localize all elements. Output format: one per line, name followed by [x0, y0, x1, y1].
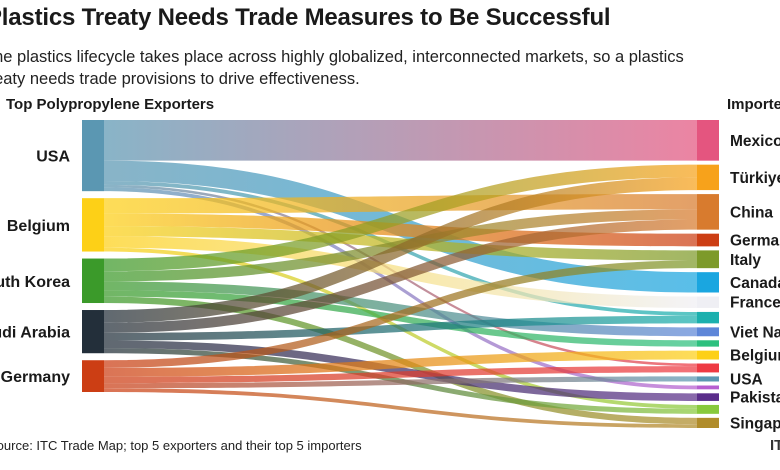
- importer-label-mexico: Mexico: [730, 133, 780, 150]
- exporter-label-belgium: Belgium: [7, 218, 70, 235]
- importer-node-9: [697, 340, 719, 347]
- flow-saudi-arabia-to-importer-2: [104, 219, 697, 333]
- importer-label-france: France: [730, 295, 780, 312]
- importer-node-1: [697, 164, 719, 191]
- importer-label-pakistan: Pakistan: [730, 390, 780, 407]
- importer-node-0: [697, 120, 719, 161]
- importer-label-singapore: Singapore: [730, 415, 780, 432]
- flow-germany-to-importer-10: [104, 350, 697, 377]
- importer-node-2: [697, 194, 719, 230]
- flow-south-korea-to-importer-1: [104, 164, 697, 272]
- exporter-node-south-korea: [82, 258, 104, 304]
- flow-south-korea-to-importer-9: [104, 290, 697, 347]
- importer-label-t-rkiye: Türkiye: [730, 170, 780, 187]
- exporter-node-saudi-arabia: [82, 310, 104, 354]
- flow-germany-to-importer-11: [104, 366, 697, 384]
- flow-saudi-arabia-to-importer-14: [104, 340, 697, 401]
- flow-usa-to-importer-0: [104, 120, 697, 161]
- importer-node-13: [697, 385, 719, 390]
- importer-node-7: [697, 311, 719, 324]
- exporter-node-belgium: [82, 198, 104, 252]
- importer-node-14: [697, 393, 719, 401]
- exporter-label-germany: Germany: [1, 369, 70, 386]
- exporters-heading: Top Polypropylene Exporters: [6, 96, 215, 113]
- exporter-node-germany: [82, 360, 104, 392]
- flow-saudi-arabia-to-importer-7: [104, 315, 697, 341]
- importer-node-6: [697, 296, 719, 308]
- importer-node-5: [697, 272, 719, 293]
- importer-node-4: [697, 250, 719, 269]
- flow-germany-to-importer-4: [104, 260, 697, 368]
- subtitle: The plastics lifecycle takes place acros…: [0, 46, 780, 90]
- flow-germany-to-importer-16: [104, 388, 697, 428]
- flow-saudi-arabia-to-importer-1: [104, 177, 697, 323]
- importer-node-12: [697, 376, 719, 382]
- importer-node-8: [697, 327, 719, 337]
- flow-germany-to-importer-12: [104, 376, 697, 389]
- importer-label-china: China: [730, 204, 773, 221]
- page-title: Plastics Treaty Needs Trade Measures to …: [0, 4, 611, 31]
- importer-label-viet-nam: Viet Nam: [730, 324, 780, 341]
- importer-node-3: [697, 233, 719, 247]
- exporter-label-saudi-arabia: Saudi Arabia: [0, 325, 70, 342]
- importer-label-canada: Canada: [730, 275, 780, 292]
- importer-node-16: [697, 417, 719, 428]
- subtitle-line-1: The plastics lifecycle takes place acros…: [0, 48, 684, 66]
- sankey-links: [104, 120, 697, 428]
- subtitle-line-2: treaty needs trade provisions to drive e…: [0, 70, 360, 88]
- exporter-label-usa: USA: [36, 149, 70, 166]
- importer-node-11: [697, 363, 719, 373]
- importer-label-italy: Italy: [730, 252, 761, 269]
- exporter-node-usa: [82, 120, 104, 192]
- flow-usa-to-importer-13: [104, 187, 697, 390]
- exporter-label-south-korea: South Korea: [0, 274, 70, 291]
- sankey-nodes: USA Belgium South Korea Saudi Arabia Germany…: [0, 120, 780, 432]
- importer-node-15: [697, 404, 719, 414]
- importer-label-belgium: Belgium: [730, 348, 780, 365]
- importer-label-usa: USA: [730, 371, 763, 388]
- importers-heading: Importers: [727, 96, 780, 113]
- importer-node-10: [697, 350, 719, 360]
- importer-label-germany: Germany: [730, 233, 780, 250]
- brand-logo: ITIF: [770, 437, 780, 454]
- source-note: Source: ITC Trade Map; top 5 exporters a…: [0, 438, 362, 453]
